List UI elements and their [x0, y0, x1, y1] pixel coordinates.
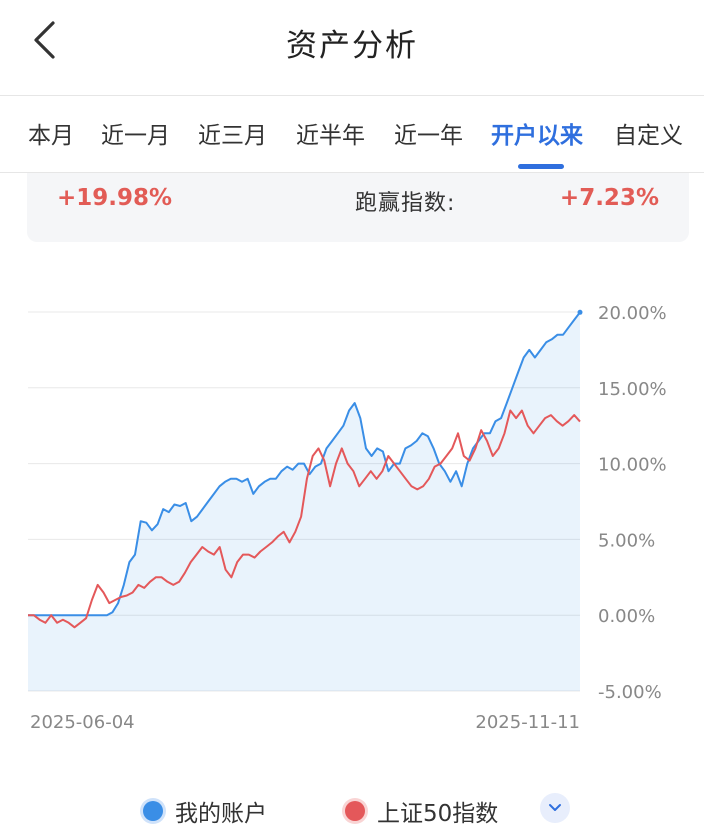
- tab-since-opening[interactable]: 开户以来: [491, 123, 583, 149]
- account-end-point: [577, 309, 583, 315]
- header: 资产分析: [0, 0, 704, 96]
- tab-custom[interactable]: 自定义: [614, 123, 683, 149]
- legend-index[interactable]: 上证50指数: [345, 794, 498, 828]
- tab-this-month[interactable]: 本月: [28, 123, 74, 149]
- tab-last-half-year[interactable]: 近半年: [296, 123, 365, 149]
- index-series-line: [28, 409, 581, 629]
- return-summary: +19.98% 跑赢指数: +7.23%: [27, 173, 689, 242]
- tab-last-year[interactable]: 近一年: [394, 123, 463, 149]
- return-chart[interactable]: 20.00% 15.00% 10.00% 5.00% 0.00% -5.00% 2025-…: [0, 270, 704, 740]
- tab-last-month[interactable]: 近一月: [101, 123, 170, 149]
- active-tab-indicator: [518, 164, 564, 169]
- back-button[interactable]: [22, 18, 66, 62]
- y-tick-label: 0.00%: [598, 606, 655, 627]
- x-tick-label-start: 2025-06-04: [30, 712, 135, 733]
- tab-last-three-months[interactable]: 近三月: [198, 123, 267, 149]
- legend-expand-button[interactable]: [540, 793, 570, 823]
- legend-account-label: 我的账户: [175, 801, 267, 827]
- chevron-left-icon: [34, 21, 55, 59]
- x-tick-label-end: 2025-11-11: [475, 712, 580, 733]
- chart-legend: 我的账户 上证50指数: [0, 788, 704, 828]
- period-tabs: 本月 近一月 近三月 近半年 近一年 开户以来 自定义: [0, 96, 704, 173]
- page-title: 资产分析: [286, 28, 418, 64]
- index-dot-icon: [345, 801, 365, 821]
- beat-index-value: +7.23%: [559, 185, 659, 211]
- legend-index-label: 上证50指数: [377, 801, 499, 827]
- account-return-value: +19.98%: [57, 185, 173, 211]
- y-tick-label: 10.00%: [598, 455, 667, 476]
- y-tick-label: 15.00%: [598, 379, 667, 400]
- y-tick-label: 20.00%: [598, 303, 667, 324]
- chevron-down-icon: [549, 804, 561, 811]
- account-dot-icon: [143, 801, 163, 821]
- y-tick-label: 5.00%: [598, 530, 655, 551]
- y-tick-label: -5.00%: [598, 682, 662, 703]
- legend-account[interactable]: 我的账户: [143, 794, 267, 828]
- beat-index-label: 跑赢指数:: [355, 191, 456, 216]
